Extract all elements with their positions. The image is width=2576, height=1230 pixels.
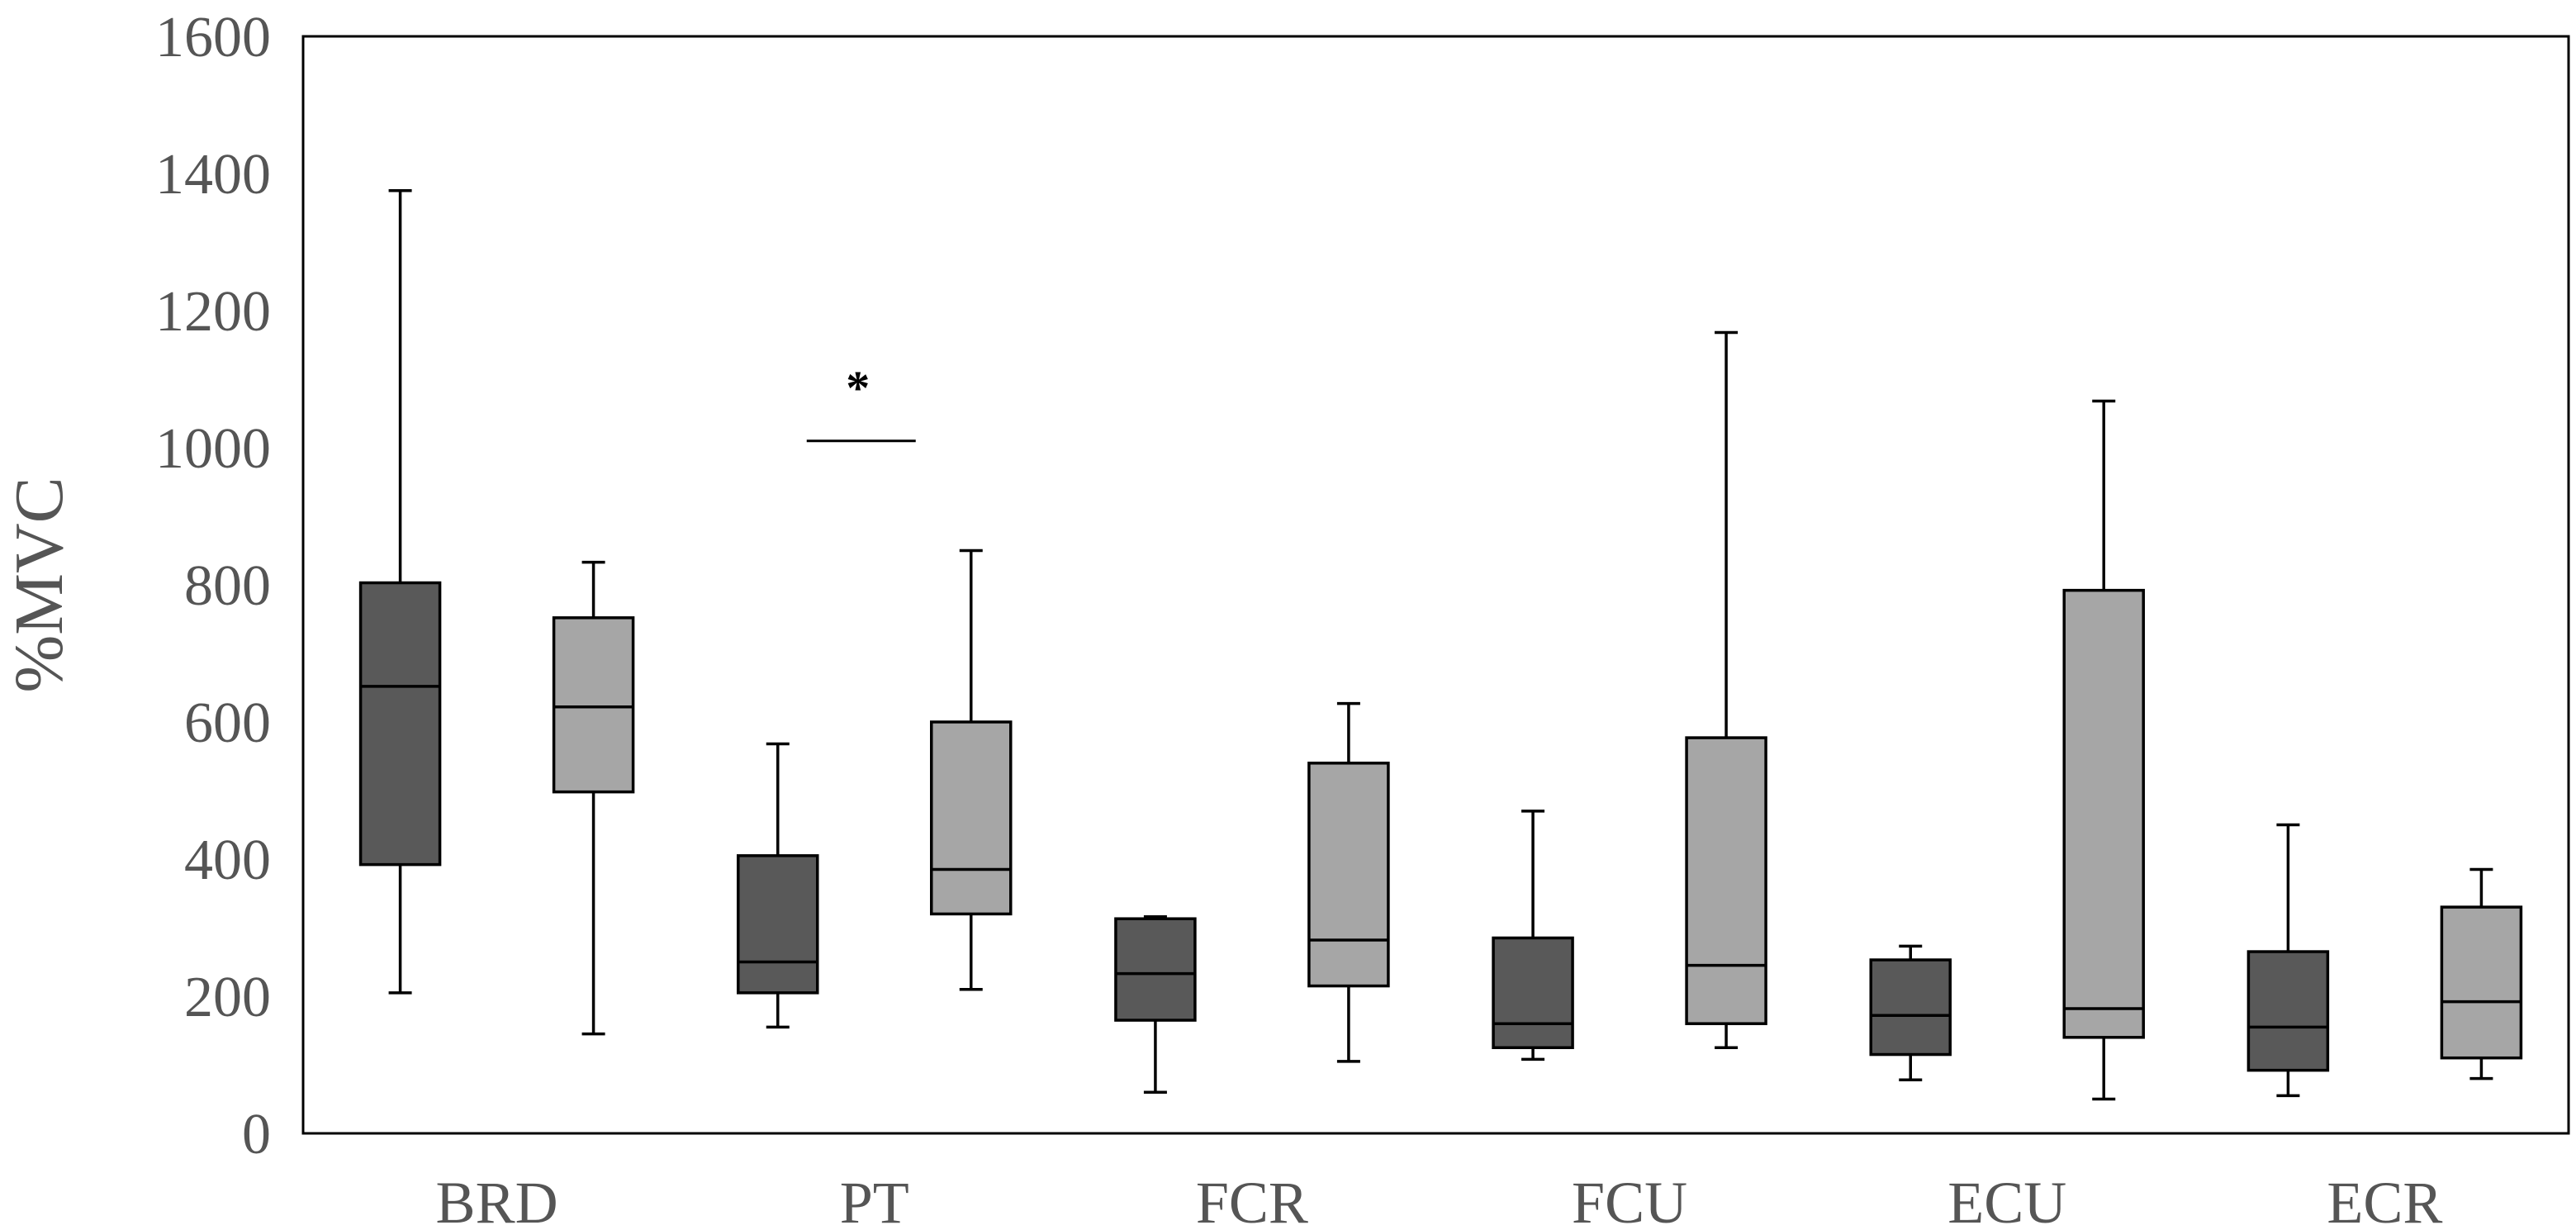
y-tick-label: 800 xyxy=(184,554,271,618)
box-iqr xyxy=(1492,936,1574,1049)
box-iqr xyxy=(2246,950,2330,1072)
x-tick-label-ecu: ECU xyxy=(1947,1170,2066,1230)
box-iqr xyxy=(930,720,1013,916)
significance-marker: * xyxy=(846,361,870,415)
annotations-layer: * xyxy=(806,361,916,443)
x-tick-label-fcu: FCU xyxy=(1572,1170,1687,1230)
box-iqr xyxy=(1685,736,1767,1025)
x-axis-labels: BRD PT FCR FCU ECU ECR xyxy=(436,1170,2443,1230)
x-tick-label-pt: PT xyxy=(840,1170,909,1230)
box-fcu-condition-1 xyxy=(1492,810,1574,1061)
plot-area xyxy=(301,35,2570,1135)
box-iqr xyxy=(1114,917,1197,1022)
box-ecr-condition-2 xyxy=(2440,867,2523,1080)
y-axis-label: %MVC xyxy=(1,477,78,692)
x-tick-label-fcr: FCR xyxy=(1196,1170,1308,1230)
box-ecr-condition-1 xyxy=(2246,823,2330,1098)
box-pt-condition-1 xyxy=(737,742,819,1029)
y-tick-label: 200 xyxy=(184,966,271,1029)
box-ecu-condition-1 xyxy=(1869,944,1952,1082)
y-tick-label: 0 xyxy=(242,1103,271,1166)
box-fcr-condition-1 xyxy=(1114,914,1197,1094)
box-iqr xyxy=(737,854,819,995)
box-iqr xyxy=(1869,958,1952,1057)
box-iqr xyxy=(358,581,442,867)
y-tick-label: 1200 xyxy=(155,280,271,344)
box-iqr xyxy=(1307,762,1390,988)
y-tick-label: 400 xyxy=(184,829,271,892)
x-tick-label-ecr: ECR xyxy=(2327,1170,2442,1230)
box-iqr xyxy=(552,616,635,794)
box-iqr xyxy=(2440,905,2523,1060)
x-tick-label-brd: BRD xyxy=(436,1170,558,1230)
y-tick-label: 1400 xyxy=(155,143,271,207)
y-tick-label: 1000 xyxy=(155,417,271,481)
boxes-layer xyxy=(358,189,2523,1101)
box-brd-condition-2 xyxy=(552,560,635,1036)
box-ecu-condition-2 xyxy=(2062,399,2145,1101)
box-pt-condition-2 xyxy=(930,549,1013,991)
box-iqr xyxy=(2062,588,2145,1039)
y-tick-label: 1600 xyxy=(155,6,271,69)
y-tick-label: 600 xyxy=(184,691,271,755)
box-brd-condition-1 xyxy=(358,189,442,995)
y-axis-ticks: 0 200 400 600 800 1000 1200 1400 1600 xyxy=(155,6,271,1166)
box-fcr-condition-2 xyxy=(1307,701,1390,1063)
box-fcu-condition-2 xyxy=(1685,330,1767,1049)
